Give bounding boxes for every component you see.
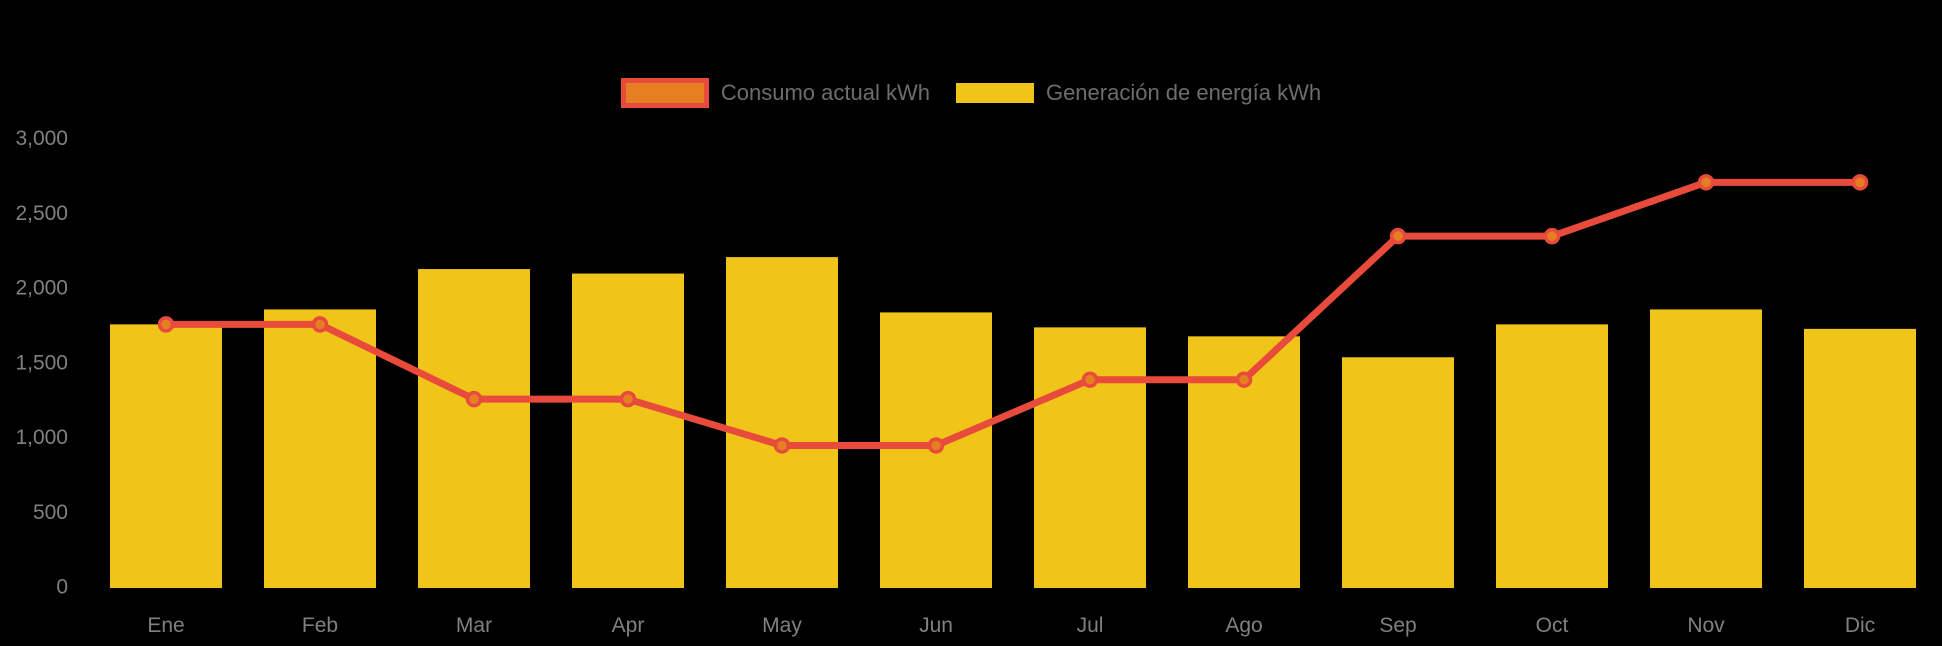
- line-point-ago[interactable]: [1235, 371, 1253, 388]
- bar-feb[interactable]: [264, 309, 376, 588]
- line-point-apr[interactable]: [619, 390, 637, 408]
- y-axis-tick-label: 2,000: [15, 277, 68, 300]
- x-axis-label-ene: Ene: [147, 614, 184, 637]
- bar-sep[interactable]: [1342, 357, 1454, 588]
- legend-swatch-bar-icon: [955, 83, 1034, 103]
- y-axis-tick-label: 1,500: [15, 351, 68, 374]
- consumption-line: [162, 178, 1864, 449]
- legend-label: Consumo actual kWh: [720, 80, 930, 105]
- y-axis-tick-label: 500: [33, 501, 68, 524]
- y-axis-tick-label: 0: [56, 576, 68, 599]
- bar-jul[interactable]: [1034, 327, 1146, 588]
- chart-legend: Consumo actual kWh Generación de energía…: [0, 78, 1942, 108]
- line-point-nov[interactable]: [1697, 174, 1715, 191]
- line-point-oct[interactable]: [1543, 227, 1561, 245]
- x-axis-label-ago: Ago: [1225, 614, 1262, 637]
- line-point-jun[interactable]: [927, 437, 945, 454]
- x-axis-label-jun: Jun: [919, 614, 953, 637]
- x-axis-label-mar: Mar: [456, 614, 492, 637]
- y-axis-tick-label: 2,500: [15, 202, 68, 225]
- x-axis-label-oct: Oct: [1536, 614, 1569, 637]
- y-axis-tick-label: 1,000: [15, 426, 68, 449]
- x-axis-label-may: May: [762, 614, 802, 637]
- x-axis-label-feb: Feb: [302, 614, 338, 637]
- line-point-sep[interactable]: [1389, 227, 1407, 245]
- legend-item-consumo[interactable]: Consumo actual kWh: [620, 78, 930, 108]
- legend-item-generacion[interactable]: Generación de energía kWh: [955, 80, 1322, 106]
- bar-oct[interactable]: [1496, 324, 1608, 588]
- line-point-dic[interactable]: [1851, 174, 1869, 191]
- bar-nov[interactable]: [1650, 309, 1762, 588]
- bar-apr[interactable]: [572, 273, 684, 588]
- line-point-mar[interactable]: [465, 390, 483, 408]
- x-axis-label-jul: Jul: [1077, 614, 1104, 637]
- x-axis-label-apr: Apr: [612, 614, 645, 637]
- line-point-may[interactable]: [773, 437, 791, 454]
- line-point-ene[interactable]: [157, 316, 175, 333]
- bar-may[interactable]: [726, 257, 838, 588]
- bar-mar[interactable]: [418, 269, 530, 588]
- bar-dic[interactable]: [1804, 328, 1916, 588]
- y-axis-tick-label: 3,000: [15, 127, 68, 150]
- x-axis-label-sep: Sep: [1379, 614, 1416, 637]
- legend-label: Generación de energía kWh: [1045, 80, 1322, 105]
- x-axis-label-nov: Nov: [1687, 614, 1725, 637]
- bar-ene[interactable]: [110, 324, 222, 588]
- line-point-jul[interactable]: [1081, 371, 1099, 388]
- line-point-feb[interactable]: [311, 316, 329, 333]
- x-axis-label-dic: Dic: [1845, 614, 1875, 637]
- legend-swatch-line-icon: [620, 78, 709, 108]
